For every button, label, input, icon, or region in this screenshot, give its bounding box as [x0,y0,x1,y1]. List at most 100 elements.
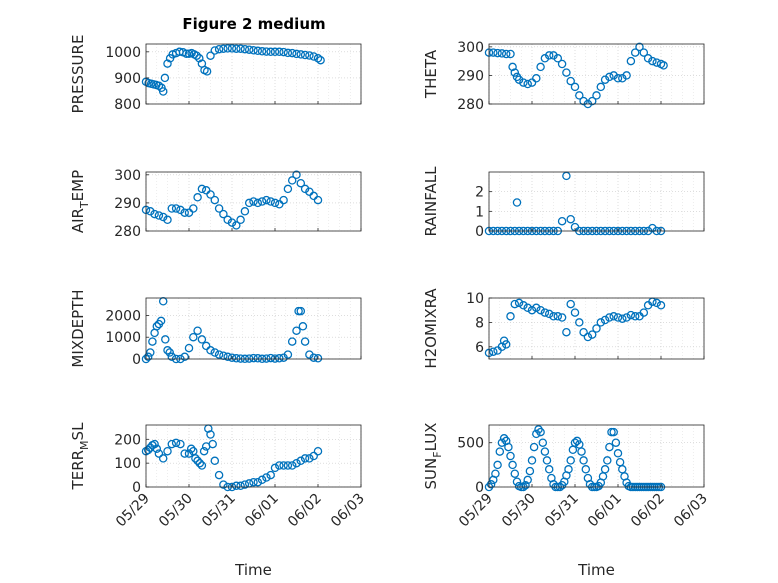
data-marker [296,50,306,59]
data-marker [227,218,237,227]
data-marker [564,465,573,474]
data-marker [596,82,606,92]
data-marker [489,48,498,57]
data-marker [154,81,164,90]
data-marker [305,51,314,60]
data-marker [275,200,284,209]
data-marker [283,184,293,194]
data-marker [514,298,524,308]
x-tick-label: 05/30 [156,491,196,531]
data-marker [630,48,640,57]
data-marker [510,68,520,77]
data-marker [656,301,666,310]
x-tick-label: 06/02 [285,491,325,531]
data-marker [210,348,220,357]
data-marker [305,454,314,463]
data-marker [305,187,314,196]
y-tick-label: 1000 [105,45,141,61]
subplot-h2omixra: 6 8 10 H2OMIXRA [422,288,705,369]
data-marker [161,335,170,344]
x-axis-label: Time [577,561,615,579]
data-marker [167,204,177,213]
x-tick-label: 05/30 [499,491,539,531]
y-axis-label: MIXDEPTH [69,289,87,367]
data-marker [283,461,293,470]
data-marker [197,461,207,470]
axes-box [145,297,362,360]
data-marker [600,315,610,325]
x-tick-label: 06/03 [671,491,711,531]
data-marker [523,303,532,313]
data-marker [600,75,610,84]
data-marker [639,48,649,57]
data-marker [566,299,575,309]
data-marker [527,456,537,465]
data-marker [579,96,588,106]
y-tick-label: 200 [114,432,141,448]
data-marker [600,465,610,474]
data-marker [232,44,241,53]
x-tick-label: 05/29 [113,491,153,531]
data-marker [214,470,224,480]
data-marker [540,447,550,456]
data-marker [154,211,164,220]
y-tick-label: 300 [114,168,141,184]
data-marker [309,191,318,201]
data-marker [199,446,209,456]
data-marker [300,184,310,194]
data-marker [292,326,301,335]
data-marker [197,335,207,344]
data-marker [536,62,545,72]
subplot-terr-msl: 0 100 200 TERRMSL 05/29 05/30 05/31 06/01 06/02 0… [69,422,368,579]
data-marker [266,470,275,480]
data-marker [583,332,593,342]
data-marker [257,197,267,206]
data-marker [566,214,575,224]
data-marker [618,314,627,323]
data-marker [232,481,241,491]
data-marker [532,74,541,83]
data-marker [180,352,189,362]
data-marker [232,354,241,363]
data-marker [298,322,308,331]
y-tick-label: 8 [475,315,484,331]
data-marker [223,352,232,362]
data-marker [279,195,288,205]
data-marker [536,305,545,315]
data-marker [570,82,580,92]
data-marker [497,438,507,447]
data-marker [512,198,522,207]
data-marker [495,447,505,456]
x-axis-label: Time [234,561,272,579]
data-marker [615,457,625,467]
data-marker [630,312,640,321]
data-marker [244,198,254,208]
x-tick-label: 06/02 [628,491,668,531]
data-marker [253,477,263,487]
data-marker [240,44,250,54]
x-tick-label: 06/03 [328,491,368,531]
data-marker [266,47,275,57]
data-marker [270,463,280,473]
data-marker [223,44,232,53]
data-marker [508,62,517,72]
data-marker [143,352,153,362]
data-marker [266,197,275,206]
x-tick-label: 05/31 [542,491,582,531]
data-marker [214,204,224,213]
data-marker [236,44,245,53]
data-marker [206,346,215,355]
data-marker [536,427,545,437]
data-marker [514,75,524,84]
data-marker [176,205,185,215]
data-marker [523,475,532,485]
data-marker [544,51,554,60]
data-marker [193,456,202,466]
x-tick-label: 05/31 [199,491,239,531]
y-tick-label: 300 [457,40,484,56]
data-marker [253,198,263,208]
subplot-theta: 280 290 300 THETA [422,40,705,113]
data-marker [300,50,310,60]
data-marker [605,313,614,322]
